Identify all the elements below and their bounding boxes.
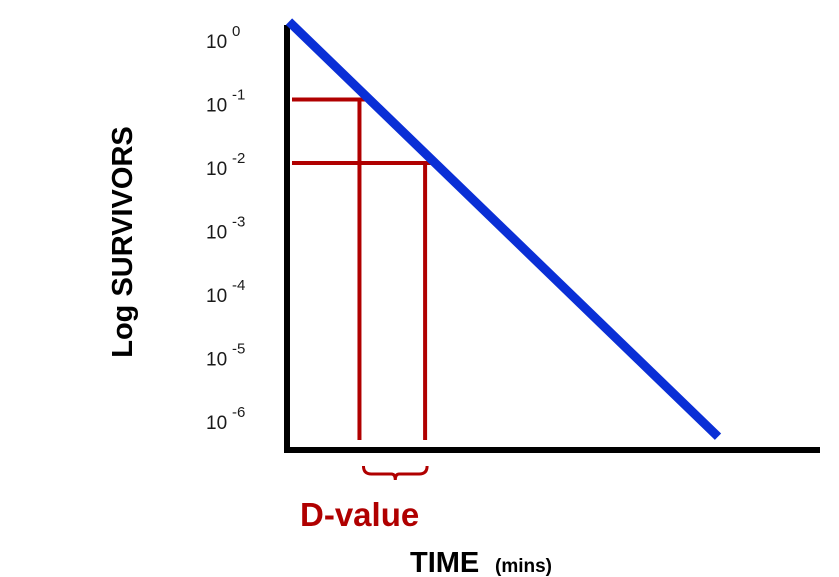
y-tick-exponent: 0	[232, 23, 240, 40]
y-tick-exponent: -2	[232, 150, 245, 167]
y-tick-label: 10	[206, 159, 227, 180]
x-axis-unit: (mins)	[495, 556, 552, 577]
y-tick-exponent: -1	[232, 87, 245, 104]
y-axis-label: Log SURVIVORS	[107, 126, 139, 358]
y-tick-label: 10	[206, 413, 227, 434]
series-line	[285, 18, 722, 440]
y-tick-exponent: -6	[232, 404, 245, 421]
y-tick-label: 10	[206, 286, 227, 307]
y-tick-exponent: -4	[232, 277, 245, 294]
y-tick-label: 10	[206, 350, 227, 371]
y-tick-label: 10	[206, 32, 227, 53]
y-tick-label: 10	[206, 96, 227, 117]
d-value-label: D-value	[300, 496, 419, 533]
y-tick-label: 10	[206, 223, 227, 244]
y-tick-exponent: -3	[232, 214, 245, 231]
d-value-annotation: D-value	[292, 97, 436, 533]
y-tick-exponent: -5	[232, 341, 245, 358]
d-value-brace	[361, 465, 429, 481]
x-axis-label: TIME	[410, 547, 479, 577]
y-tick-labels: 10 0 10 -1 10 -2 10 -3 10 -4 10 -5 10 -6	[206, 23, 245, 434]
